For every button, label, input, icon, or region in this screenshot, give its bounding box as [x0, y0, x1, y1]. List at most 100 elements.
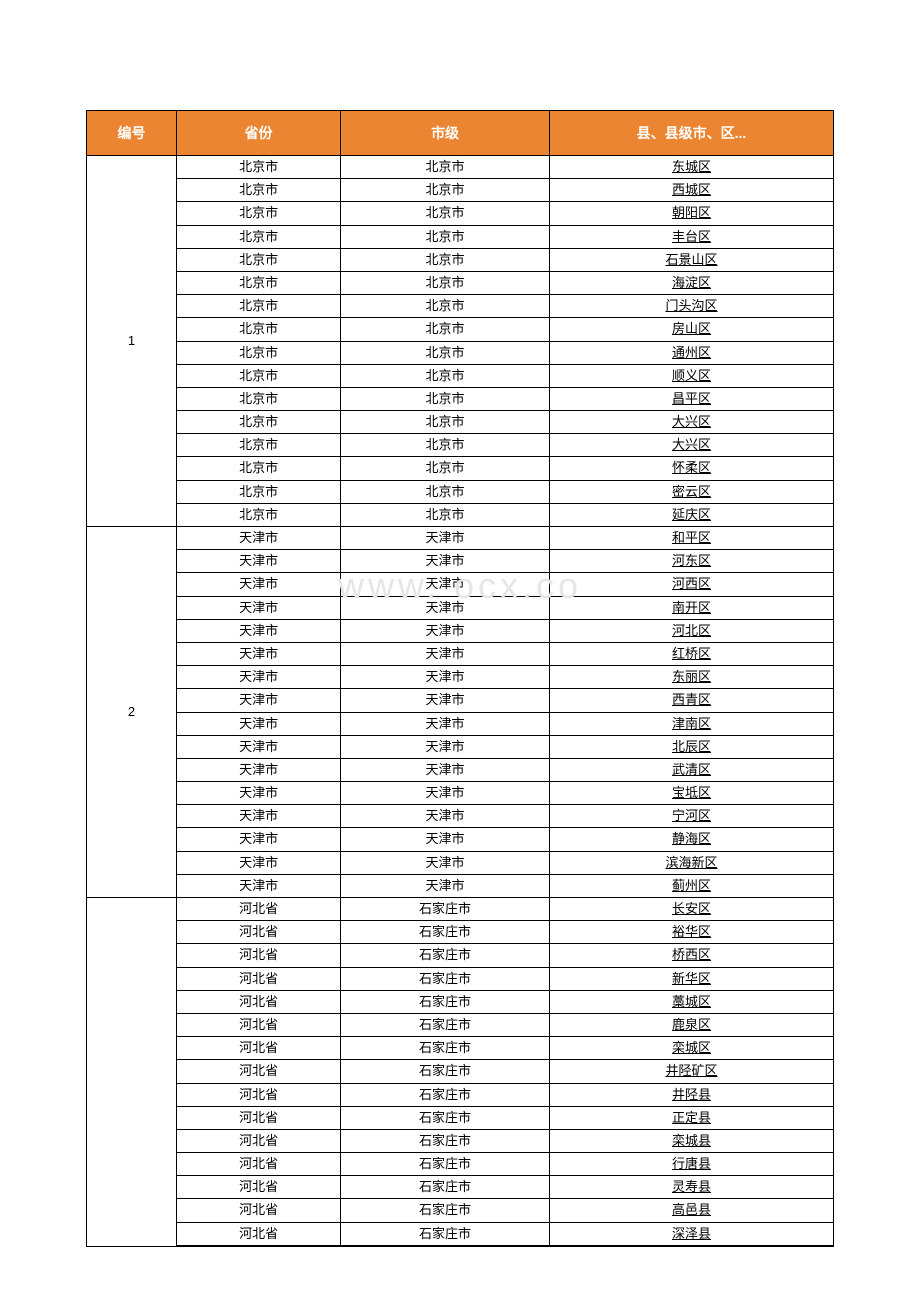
province-cell: 天津市 [177, 689, 341, 712]
province-cell: 北京市 [177, 225, 341, 248]
province-cell: 河北省 [177, 1222, 341, 1245]
table-row: 河北省石家庄市栾城区 [87, 1037, 833, 1060]
table-row: 河北省石家庄市栾城县 [87, 1129, 833, 1152]
district-cell: 大兴区 [550, 434, 834, 457]
city-cell: 天津市 [341, 874, 550, 897]
province-cell: 北京市 [177, 480, 341, 503]
table-row: 天津市天津市静海区 [87, 828, 833, 851]
region-table: 编号 省份 市级 县、县级市、区... 1北京市北京市东城区北京市北京市西城区北… [87, 111, 833, 1246]
table-row: 天津市天津市河西区 [87, 573, 833, 596]
city-cell: 石家庄市 [341, 1060, 550, 1083]
district-cell: 顺义区 [550, 364, 834, 387]
table-row: 河北省石家庄市深泽县 [87, 1222, 833, 1245]
district-cell: 丰台区 [550, 225, 834, 248]
table-row: 天津市天津市津南区 [87, 712, 833, 735]
table-row: 北京市北京市朝阳区 [87, 202, 833, 225]
number-cell: 2 [87, 527, 177, 898]
table-row: 天津市天津市武清区 [87, 758, 833, 781]
city-cell: 天津市 [341, 805, 550, 828]
district-cell: 石景山区 [550, 248, 834, 271]
table-row: 河北省石家庄市桥西区 [87, 944, 833, 967]
district-cell: 海淀区 [550, 271, 834, 294]
table-row: 天津市天津市蓟州区 [87, 874, 833, 897]
province-cell: 北京市 [177, 411, 341, 434]
table-row: 北京市北京市西城区 [87, 179, 833, 202]
table-row: 河北省石家庄市裕华区 [87, 921, 833, 944]
province-cell: 河北省 [177, 944, 341, 967]
city-cell: 北京市 [341, 411, 550, 434]
header-row: 编号 省份 市级 县、县级市、区... [87, 111, 833, 156]
province-cell: 天津市 [177, 666, 341, 689]
table-row: 北京市北京市顺义区 [87, 364, 833, 387]
city-cell: 北京市 [341, 364, 550, 387]
table-row: 北京市北京市大兴区 [87, 411, 833, 434]
table-row: 天津市天津市南开区 [87, 596, 833, 619]
city-cell: 北京市 [341, 225, 550, 248]
table-row: 北京市北京市大兴区 [87, 434, 833, 457]
district-cell: 红桥区 [550, 642, 834, 665]
table-row: 河北省石家庄市新华区 [87, 967, 833, 990]
district-cell: 井陉矿区 [550, 1060, 834, 1083]
district-cell: 鹿泉区 [550, 1013, 834, 1036]
city-cell: 天津市 [341, 573, 550, 596]
district-cell: 东丽区 [550, 666, 834, 689]
district-cell: 桥西区 [550, 944, 834, 967]
city-cell: 北京市 [341, 503, 550, 526]
province-cell: 天津市 [177, 874, 341, 897]
city-cell: 石家庄市 [341, 1199, 550, 1222]
province-cell: 北京市 [177, 248, 341, 271]
city-cell: 石家庄市 [341, 1176, 550, 1199]
province-cell: 天津市 [177, 596, 341, 619]
table-row: 天津市天津市东丽区 [87, 666, 833, 689]
district-cell: 西青区 [550, 689, 834, 712]
district-cell: 藁城区 [550, 990, 834, 1013]
city-cell: 石家庄市 [341, 1013, 550, 1036]
header-city: 市级 [341, 111, 550, 156]
district-cell: 宝坻区 [550, 782, 834, 805]
district-cell: 滨海新区 [550, 851, 834, 874]
city-cell: 石家庄市 [341, 1153, 550, 1176]
city-cell: 天津市 [341, 527, 550, 550]
district-cell: 武清区 [550, 758, 834, 781]
province-cell: 河北省 [177, 1176, 341, 1199]
table-row: 天津市天津市宁河区 [87, 805, 833, 828]
district-cell: 河西区 [550, 573, 834, 596]
region-table-container: 编号 省份 市级 县、县级市、区... 1北京市北京市东城区北京市北京市西城区北… [86, 110, 834, 1247]
province-cell: 河北省 [177, 1083, 341, 1106]
table-row: 北京市北京市密云区 [87, 480, 833, 503]
table-body: 1北京市北京市东城区北京市北京市西城区北京市北京市朝阳区北京市北京市丰台区北京市… [87, 156, 833, 1246]
district-cell: 河北区 [550, 619, 834, 642]
province-cell: 河北省 [177, 990, 341, 1013]
city-cell: 石家庄市 [341, 1083, 550, 1106]
district-cell: 新华区 [550, 967, 834, 990]
province-cell: 北京市 [177, 387, 341, 410]
header-district: 县、县级市、区... [550, 111, 834, 156]
city-cell: 天津市 [341, 851, 550, 874]
table-row: 河北省石家庄市鹿泉区 [87, 1013, 833, 1036]
table-row: 河北省石家庄市行唐县 [87, 1153, 833, 1176]
table-row: 北京市北京市海淀区 [87, 271, 833, 294]
province-cell: 天津市 [177, 619, 341, 642]
table-row: 天津市天津市宝坻区 [87, 782, 833, 805]
district-cell: 昌平区 [550, 387, 834, 410]
province-cell: 天津市 [177, 851, 341, 874]
district-cell: 栾城县 [550, 1129, 834, 1152]
city-cell: 北京市 [341, 434, 550, 457]
district-cell: 西城区 [550, 179, 834, 202]
table-row: 北京市北京市房山区 [87, 318, 833, 341]
province-cell: 河北省 [177, 1129, 341, 1152]
province-cell: 北京市 [177, 457, 341, 480]
city-cell: 北京市 [341, 156, 550, 179]
table-row: 天津市天津市河东区 [87, 550, 833, 573]
table-row: 河北省石家庄市井陉县 [87, 1083, 833, 1106]
district-cell: 北辰区 [550, 735, 834, 758]
table-row: 河北省石家庄市长安区 [87, 898, 833, 921]
province-cell: 北京市 [177, 179, 341, 202]
district-cell: 津南区 [550, 712, 834, 735]
city-cell: 北京市 [341, 248, 550, 271]
city-cell: 北京市 [341, 387, 550, 410]
city-cell: 北京市 [341, 457, 550, 480]
province-cell: 河北省 [177, 1060, 341, 1083]
city-cell: 北京市 [341, 295, 550, 318]
district-cell: 正定县 [550, 1106, 834, 1129]
